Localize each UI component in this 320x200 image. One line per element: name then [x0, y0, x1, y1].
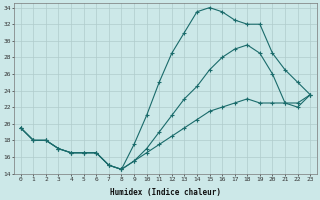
X-axis label: Humidex (Indice chaleur): Humidex (Indice chaleur)	[110, 188, 221, 197]
